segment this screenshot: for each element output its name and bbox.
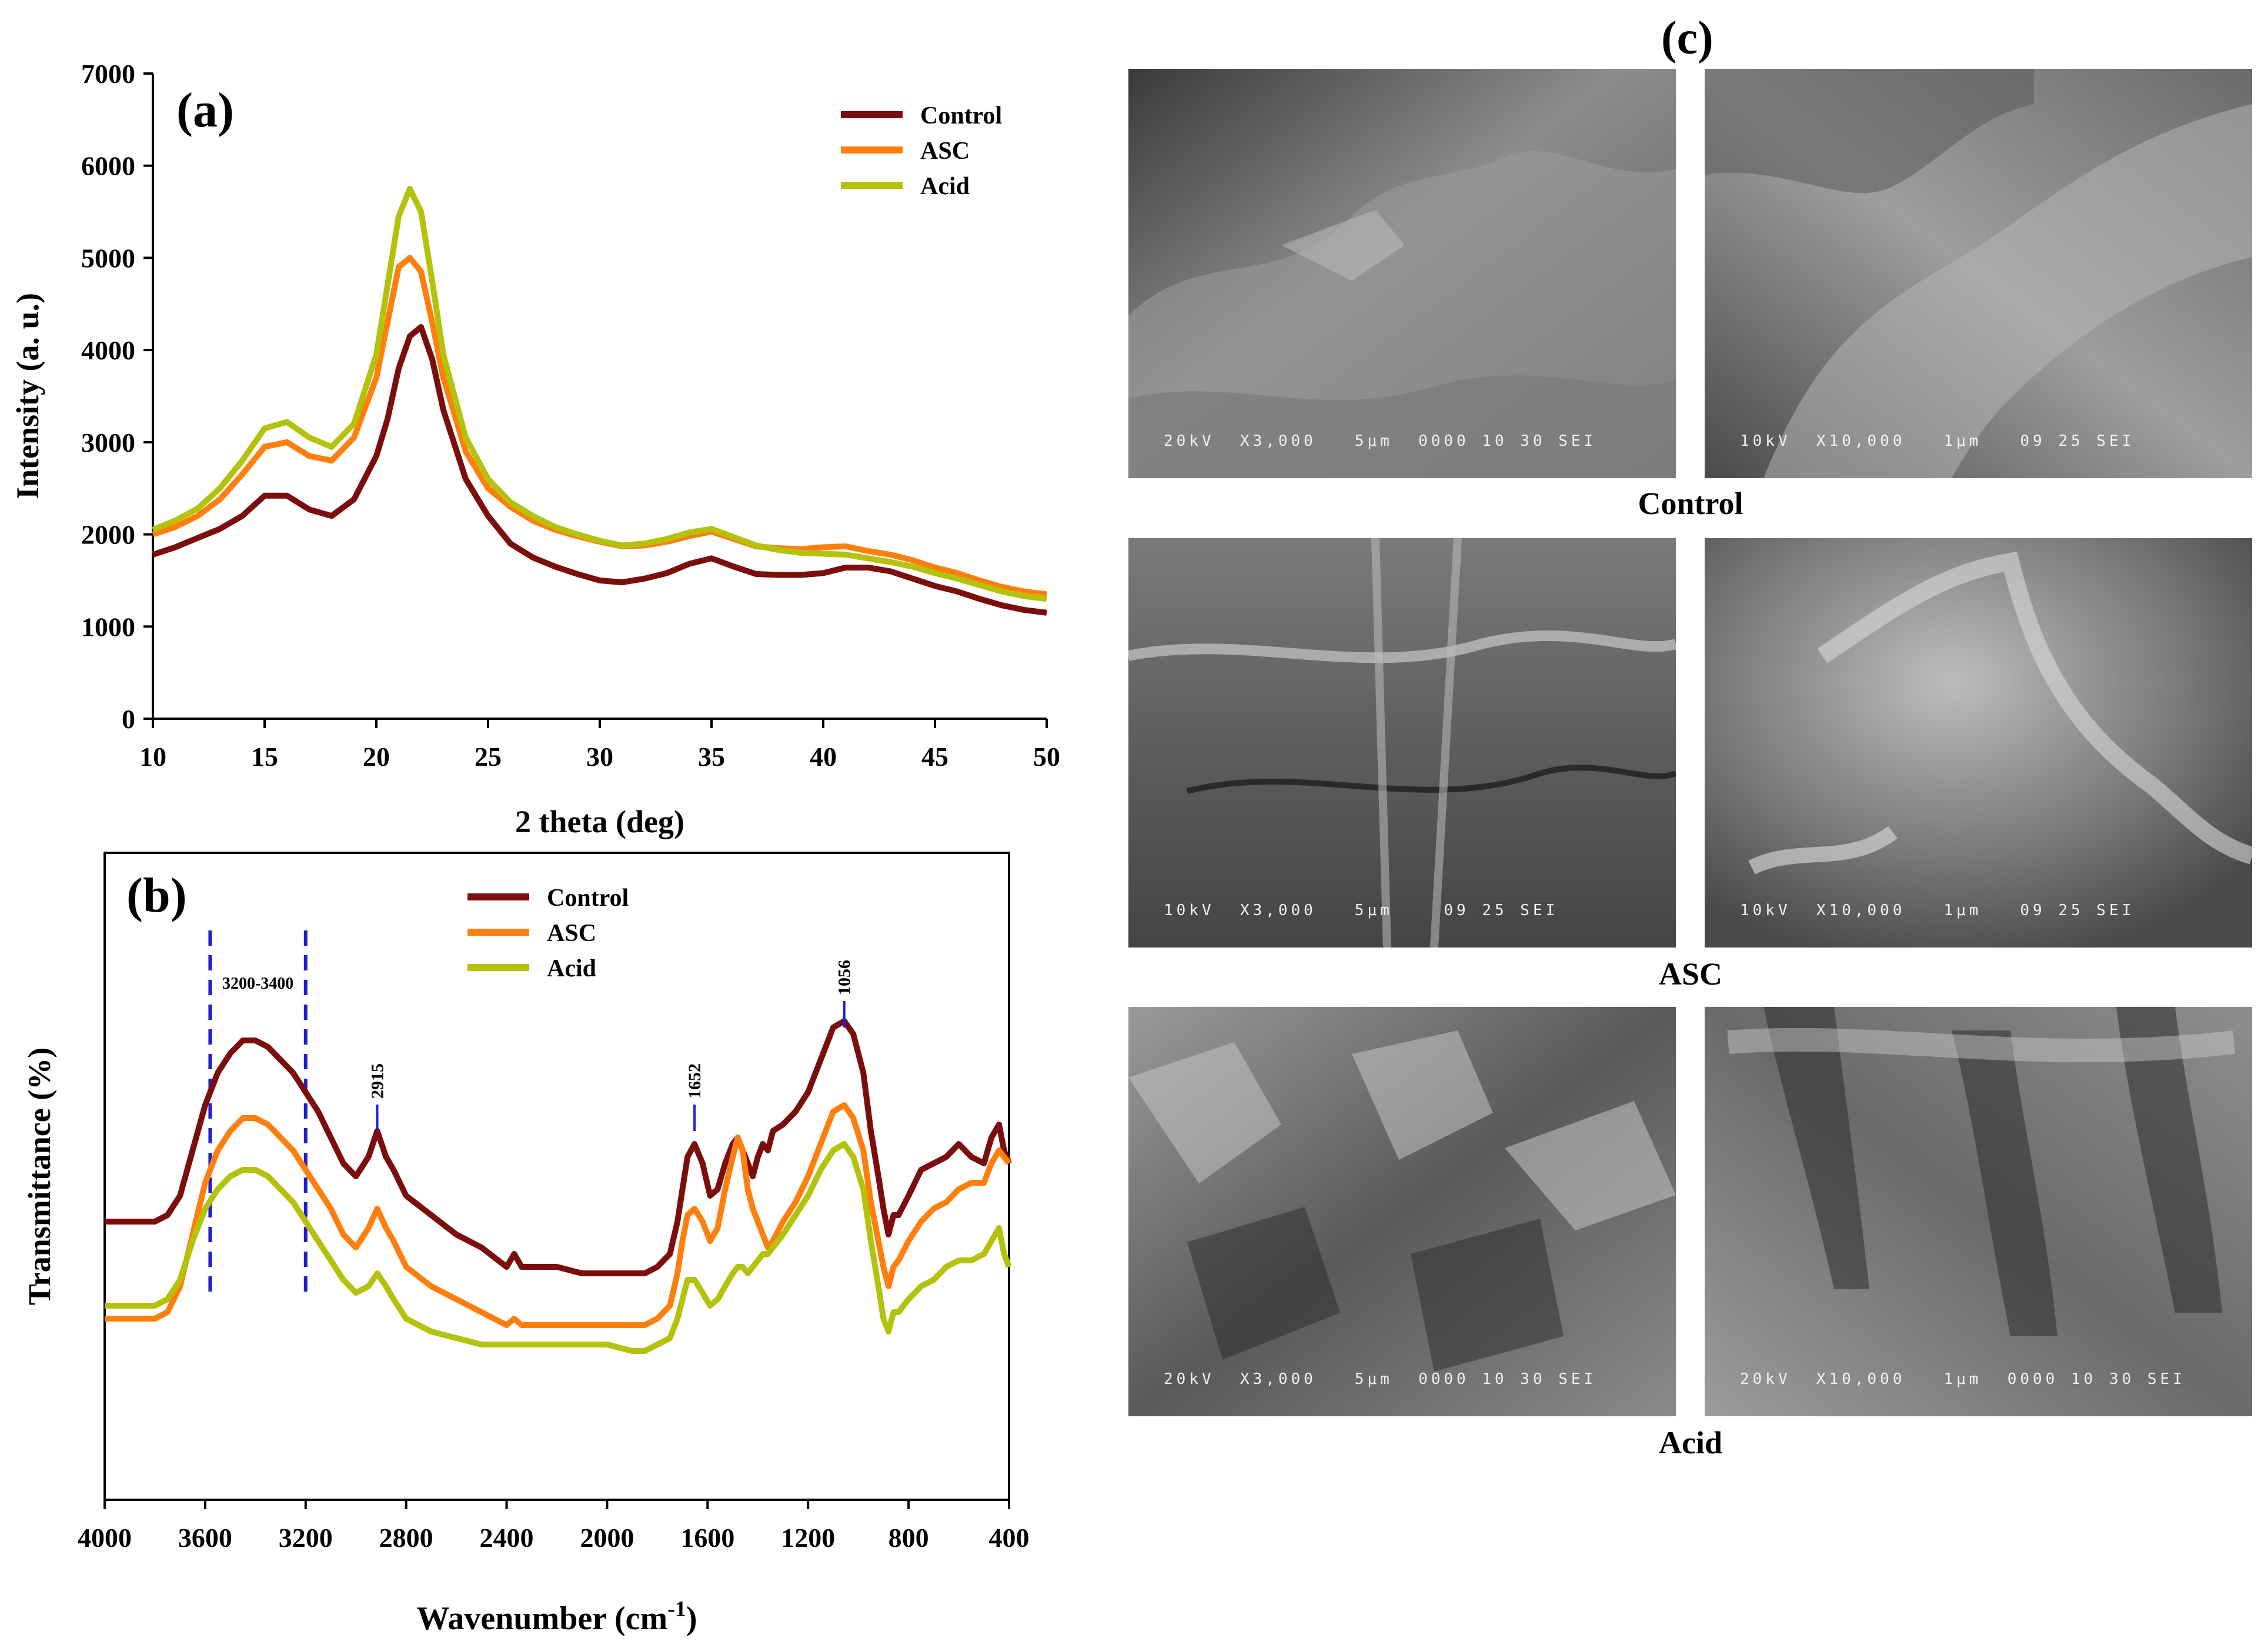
sem-info-bar: 10kV X3,000 5μm 09 25 SEI	[1164, 902, 1559, 919]
legend-label: ASC	[547, 920, 596, 947]
sem-info-bar: 20kV X10,000 1μm 0000 10 30 SEI	[1740, 1370, 2186, 1388]
legend-label: Acid	[920, 173, 970, 200]
sem-group-label-asc: ASC	[1658, 956, 1723, 992]
sem-acid-3000x: 20kV X3,000 5μm 0000 10 30 SEI	[1128, 1007, 1676, 1416]
panel-c-label: (c)	[1661, 12, 1713, 64]
sem-info-bar: 20kV X3,000 5μm 0000 10 30 SEI	[1164, 1370, 1597, 1388]
sem-group-label-acid: Acid	[1659, 1425, 1722, 1460]
ftir-chart: 4000 3600 3200 2800 2400 2000 1600 1200 800 400 32…	[22, 852, 1030, 1637]
peak-label: 2915	[368, 1063, 388, 1099]
x-tick-label: 25	[475, 742, 502, 772]
y-axis-title: Transmittance (%)	[22, 1047, 57, 1305]
sem-info-bar: 10kV X10,000 1μm 09 25 SEI	[1740, 432, 2135, 450]
y-tick-label: 6000	[81, 151, 135, 181]
sem-control-3000x: 20kV X3,000 5μm 0000 10 30 SEI	[1128, 69, 1676, 478]
series-line-acid	[105, 1141, 1012, 1354]
panel-b-label: (b)	[126, 868, 187, 923]
x-tick-label: 45	[921, 742, 948, 772]
panel-a-label: (a)	[176, 83, 234, 138]
x-tick-label: 50	[1033, 742, 1060, 772]
x-axis-title: Wavenumber (cm-1)	[416, 1597, 697, 1637]
x-tick-label: 3200	[279, 1523, 333, 1553]
series-line-acid	[152, 185, 1047, 602]
sem-asc-10000x: 10kV X10,000 1μm 09 25 SEI	[1705, 538, 2252, 948]
series-line-asc	[105, 1102, 1011, 1328]
sem-info-bar: 10kV X10,000 1μm 09 25 SEI	[1740, 902, 2135, 919]
sem-acid-10000x: 20kV X10,000 1μm 0000 10 30 SEI	[1705, 1007, 2252, 1416]
sem-asc-3000x: 10kV X3,000 5μm 09 25 SEI	[1128, 538, 1676, 948]
y-tick-label: 1000	[81, 612, 135, 642]
x-tick-label: 2800	[379, 1523, 433, 1553]
plot-frame	[103, 852, 1010, 1501]
x-tick-label: 35	[698, 742, 725, 772]
x-tick-label: 2400	[480, 1523, 534, 1553]
y-axis-title: Intensity (a. u.)	[10, 293, 45, 499]
xrd-chart: 0 1000 2000 3000 4000 5000 6000 7000 10 15 20 25 30 3…	[10, 59, 1060, 839]
series-line-control	[105, 1018, 1012, 1276]
x-tick-label: 20	[363, 742, 390, 772]
y-tick-label: 4000	[81, 335, 135, 365]
x-tick-label: 3600	[178, 1523, 232, 1553]
x-tick-label: 1600	[680, 1523, 734, 1553]
sem-panel: (c) 20kV X3,000 5μm 0000 10 30 SEI 10kV …	[1117, 0, 2268, 1529]
x-axis-title: 2 theta (deg)	[515, 804, 684, 839]
x-tick-label: 15	[251, 742, 278, 772]
x-tick-label: 1200	[781, 1523, 835, 1553]
y-tick-label: 7000	[81, 59, 135, 89]
legend-label: Control	[547, 885, 629, 912]
x-tick-label: 30	[586, 742, 613, 772]
sem-info-bar: 20kV X3,000 5μm 0000 10 30 SEI	[1164, 432, 1597, 450]
y-tick-label: 5000	[81, 243, 135, 273]
x-tick-label: 2000	[580, 1523, 634, 1553]
y-tick-label: 2000	[81, 520, 135, 550]
y-tick-label: 0	[122, 704, 135, 734]
legend-label: Control	[920, 102, 1002, 129]
peak-label: 1652	[685, 1063, 704, 1099]
legend-label: ASC	[920, 138, 970, 165]
peak-label: 1056	[835, 960, 854, 995]
x-tick-label: 40	[810, 742, 837, 772]
x-tick-label: 800	[889, 1523, 929, 1553]
series-line-control	[152, 324, 1047, 616]
sem-group-label-control: Control	[1638, 486, 1743, 521]
x-tick-label: 4000	[78, 1523, 132, 1553]
x-tick-label: 10	[139, 742, 166, 772]
sem-control-10000x: 10kV X10,000 1μm 09 25 SEI	[1705, 69, 2252, 478]
x-tick-label: 400	[989, 1523, 1030, 1553]
legend-label: Acid	[547, 955, 596, 982]
y-tick-label: 3000	[81, 428, 135, 458]
region-label: 3200-3400	[222, 975, 293, 993]
